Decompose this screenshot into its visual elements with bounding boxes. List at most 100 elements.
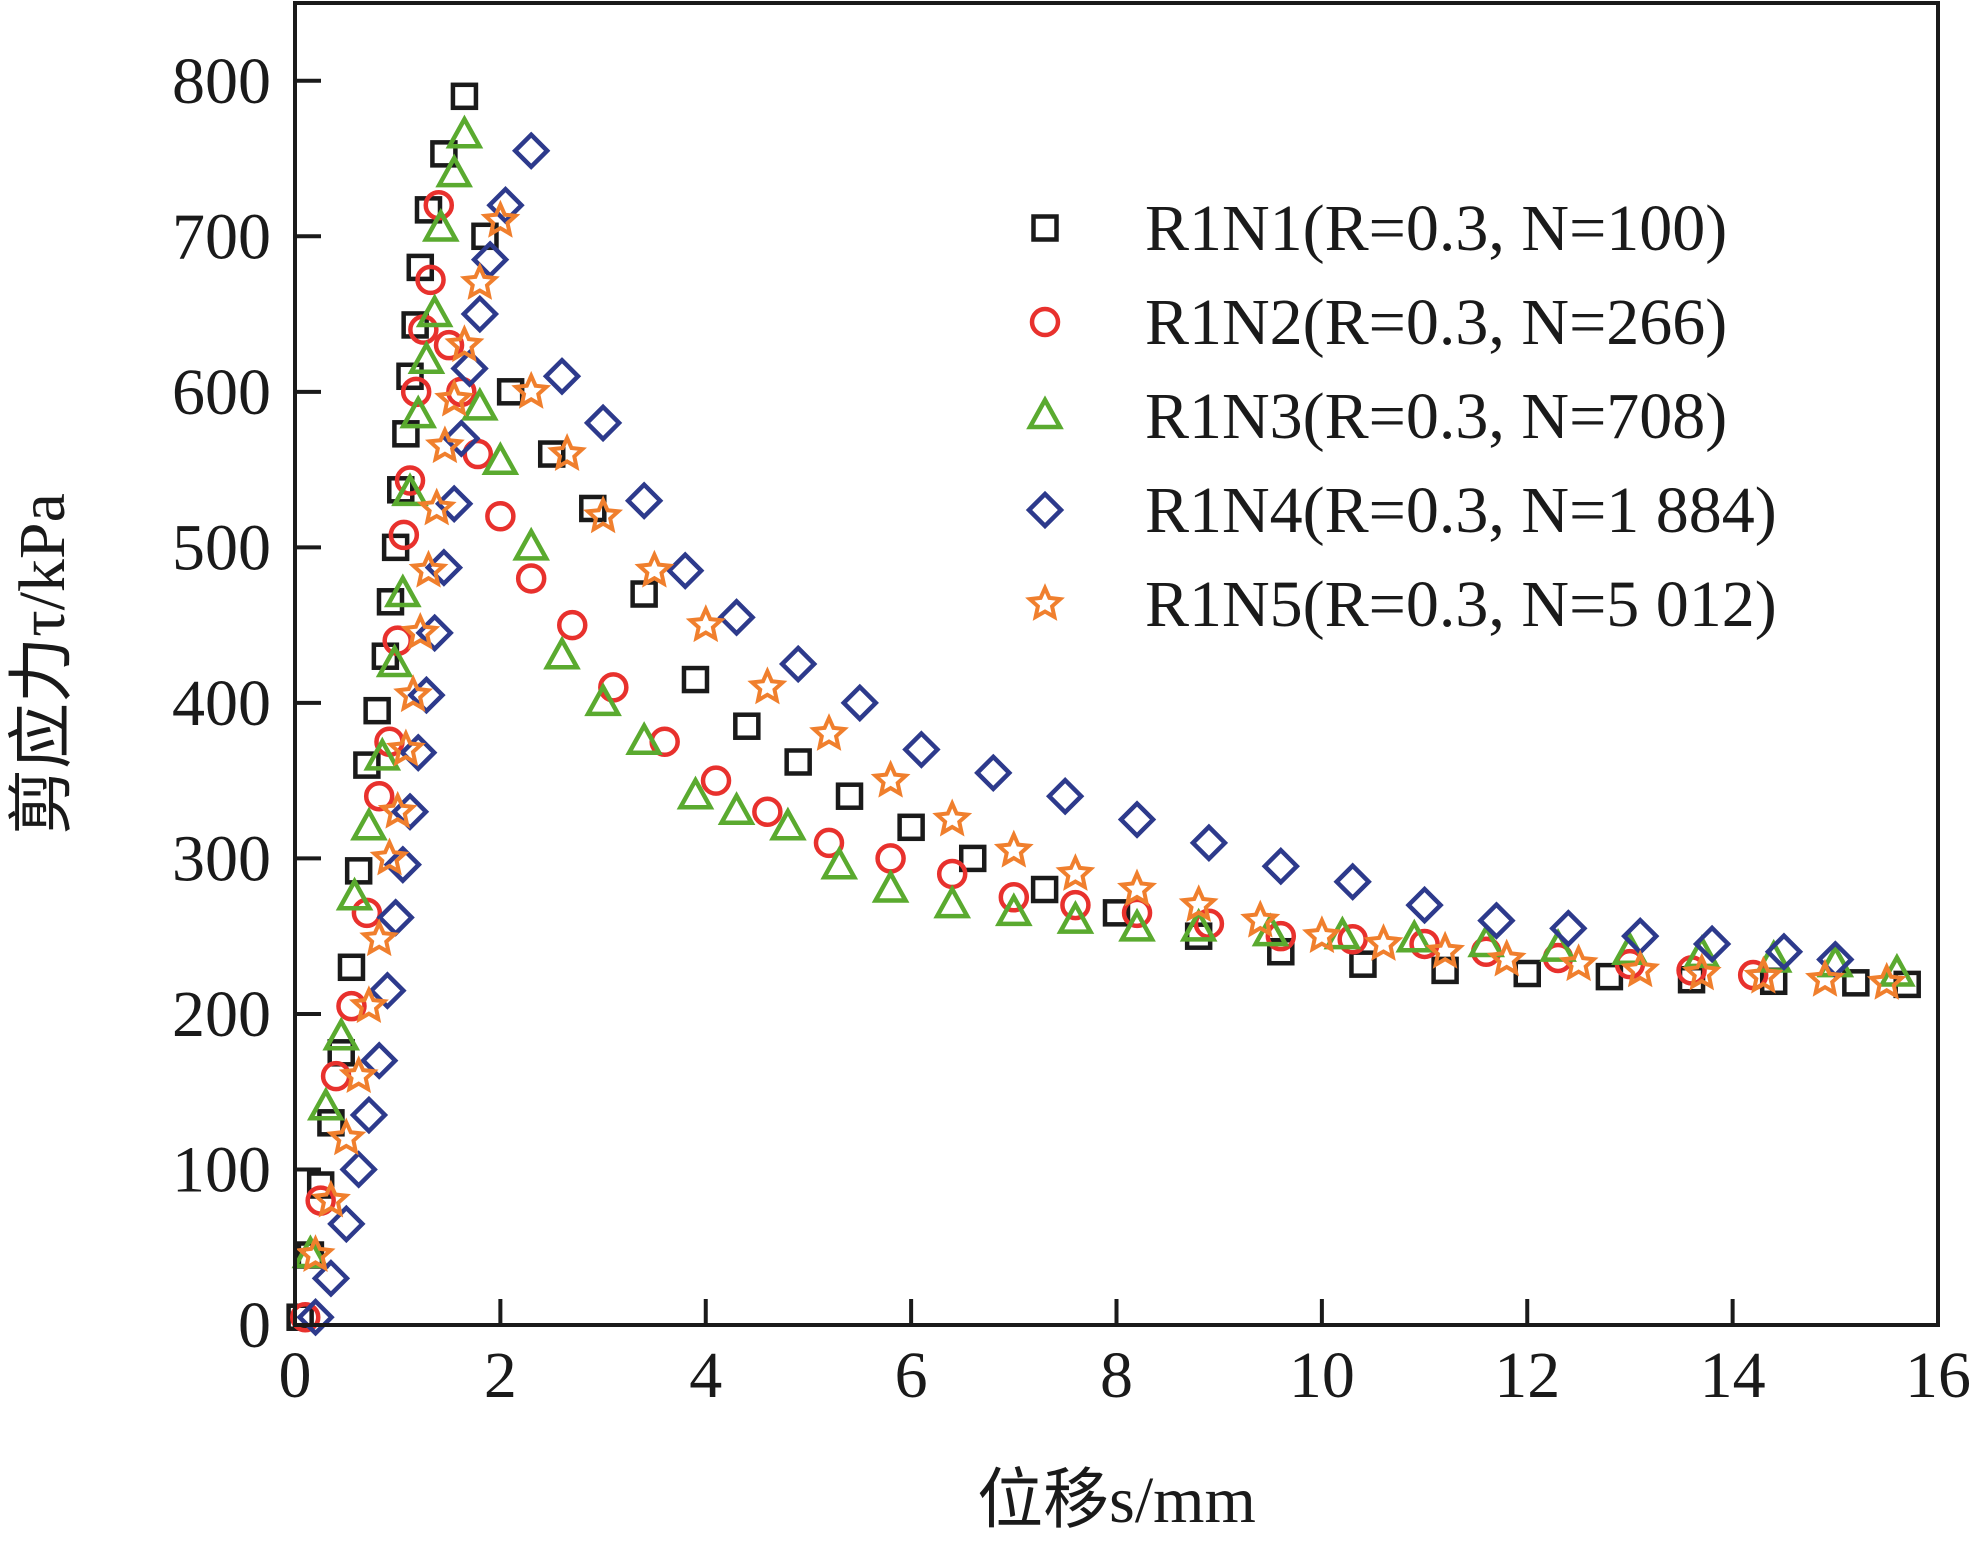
legend-label: R1N1(R=0.3, N=100) (1145, 192, 1727, 265)
data-point (579, 494, 607, 523)
data-point (676, 775, 715, 810)
data-point (1118, 907, 1156, 942)
data-point (486, 186, 525, 225)
data-point (327, 1039, 355, 1067)
data-point (1866, 961, 1907, 1000)
y-tick-label: 300 (172, 822, 271, 895)
data-point (353, 751, 381, 779)
x-tick-label: 10 (1289, 1339, 1355, 1412)
data-point (1425, 930, 1466, 969)
data-point (1060, 889, 1091, 921)
data-point (1549, 909, 1588, 948)
legend-marker-triangle (1026, 395, 1064, 430)
data-point (1056, 899, 1095, 934)
data-point (1595, 962, 1624, 991)
data-point (1045, 777, 1085, 816)
data-point (974, 753, 1013, 793)
data-point (450, 82, 479, 111)
data-point (700, 765, 732, 796)
tick-label-layer: 0 2 4 6 8 10 12 14 16 0 100 200 300 400 500 600 700 800 (172, 45, 1971, 1412)
data-point (511, 131, 551, 170)
data-point (717, 791, 756, 826)
data-point (1764, 932, 1804, 971)
legend-marker (1025, 583, 1065, 621)
data-point (415, 293, 454, 328)
data-point (1189, 823, 1229, 863)
data-point (295, 1234, 336, 1273)
data-point (1349, 950, 1377, 978)
data-point (897, 813, 925, 842)
data-point (515, 563, 547, 594)
data-point (584, 682, 622, 717)
data-point (359, 918, 400, 957)
data-point (512, 526, 551, 561)
data-point (733, 712, 761, 740)
data-point (399, 733, 438, 772)
data-point (624, 481, 664, 520)
data-point (933, 884, 972, 919)
data-point (1409, 928, 1440, 960)
series-1 (286, 82, 1921, 1331)
series-2 (290, 189, 1769, 1333)
data-point (306, 1086, 345, 1121)
legend-marker-star (1025, 583, 1065, 621)
data-point (433, 329, 465, 361)
data-point (809, 713, 849, 751)
data-point (461, 386, 499, 421)
data-point (769, 806, 807, 841)
data-point (375, 643, 414, 678)
legend: R1N1(R=0.3, N=100) R1N2(R=0.3, N=266) R1… (1025, 192, 1777, 641)
data-point (350, 806, 388, 841)
data-point (1302, 915, 1342, 954)
data-point (1805, 958, 1846, 997)
data-point (363, 736, 402, 771)
data-point (396, 362, 424, 391)
data-point (376, 898, 415, 937)
data-point (583, 403, 623, 443)
data-point (430, 140, 458, 168)
data-point (393, 674, 433, 713)
data-point (290, 1301, 321, 1333)
data-point (368, 971, 407, 1010)
data-point (625, 721, 663, 756)
data-point (481, 441, 520, 476)
data-point (1363, 923, 1404, 961)
data-point (778, 644, 818, 684)
data-point (902, 730, 941, 769)
data-point (1267, 937, 1295, 966)
data-point (349, 985, 389, 1024)
data-point (445, 114, 484, 149)
data-point (337, 953, 366, 982)
data-point (442, 419, 481, 458)
data-point (363, 696, 391, 725)
data-point (835, 782, 864, 810)
data-point (425, 425, 465, 464)
data-point (1102, 899, 1131, 927)
data-point (383, 573, 422, 608)
data-point (1681, 952, 1722, 991)
y-tick-label: 200 (172, 978, 271, 1051)
y-axis-title: 剪应力τ/kPa (6, 493, 79, 835)
data-point (717, 598, 756, 637)
x-tick-label: 0 (279, 1339, 312, 1412)
data-point (444, 324, 485, 363)
data-point (339, 1150, 378, 1189)
data-point (386, 728, 426, 767)
x-axis-title: 位移s/mm (977, 1464, 1256, 1537)
data-point (399, 394, 438, 429)
data-point (1179, 907, 1218, 942)
legend-item: R1N1(R=0.3, N=100) (1031, 192, 1727, 265)
data-point (387, 476, 415, 504)
data-point (1117, 868, 1158, 907)
data-point (1395, 918, 1434, 953)
x-tick-label: 16 (1905, 1339, 1971, 1412)
series-5 (295, 199, 1907, 1273)
data-point (450, 349, 489, 388)
data-point (459, 262, 500, 300)
x-tick-label: 12 (1494, 1339, 1560, 1412)
data-point (415, 264, 446, 296)
legend-marker-circle (1029, 306, 1061, 338)
data-point (1333, 862, 1372, 901)
data-point (327, 1204, 366, 1244)
y-tick-label: 100 (172, 1133, 271, 1206)
